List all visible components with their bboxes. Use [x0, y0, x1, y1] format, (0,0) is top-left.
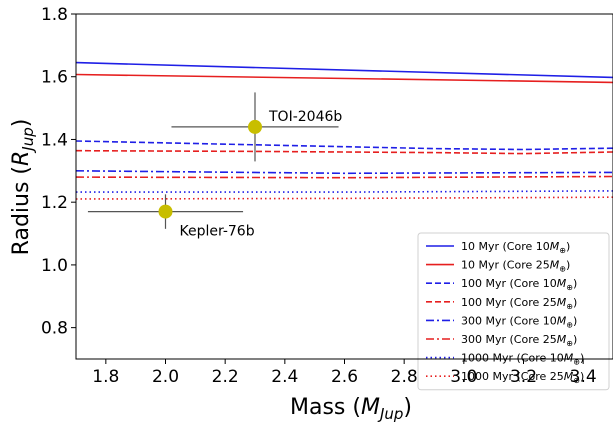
- legend-label: 100 Myr (Core 10M⊕): [461, 277, 577, 292]
- point-label: TOI-2046b: [268, 109, 342, 125]
- y-tick-label: 1.4: [41, 130, 68, 150]
- point-marker: [248, 119, 262, 134]
- legend-entry-6: 300 Myr (Core 25M⊕): [426, 333, 577, 348]
- legend-label: 10 Myr (Core 25M⊕): [461, 259, 570, 274]
- data-points: TOI-2046b Kepler-76b: [87, 92, 342, 240]
- point-label: Kepler-76b: [180, 224, 255, 240]
- x-axis-ticks: 1.8 2.0 2.2 2.4 2.6 2.8 3.0 3.2 3.4: [92, 359, 597, 387]
- y-tick-label: 1.2: [41, 193, 68, 213]
- x-tick-label: 3.4: [570, 367, 597, 387]
- y-axis-title: Radius (RJup): [9, 119, 37, 256]
- data-point-2: Kepler-76b: [87, 194, 255, 240]
- y-tick-label: 1.8: [41, 5, 68, 25]
- y-tick-label: 1.6: [41, 68, 68, 88]
- series-line-8: [75, 196, 613, 200]
- series-line-1: [75, 61, 613, 79]
- series-line-4: [75, 149, 613, 155]
- point-marker: [158, 204, 173, 219]
- legend-label: 100 Myr (Core 25M⊕): [461, 296, 577, 311]
- legend-box: [417, 232, 610, 391]
- series-line-3: [75, 140, 613, 151]
- x-tick-label: 2.8: [391, 367, 418, 387]
- legend-entry-3: 100 Myr (Core 10M⊕): [426, 277, 577, 292]
- legend-label: 300 Myr (Core 25M⊕): [461, 333, 577, 348]
- x-tick-label: 2.6: [331, 367, 358, 387]
- x-tick-label: 1.8: [92, 367, 119, 387]
- y-tick-label: 0.8: [41, 319, 68, 339]
- legend: 10 Myr (Core 10M⊕) 10 Myr (Core 25M⊕) 100 …: [417, 232, 610, 391]
- x-tick-label: 2.2: [212, 367, 239, 387]
- series-line-2: [75, 73, 613, 84]
- legend-entry-5: 300 Myr (Core 10M⊕): [426, 314, 577, 329]
- x-tick-label: 3.0: [450, 367, 477, 387]
- legend-entry-1: 10 Myr (Core 10M⊕): [426, 240, 570, 255]
- legend-label: 1000 Myr (Core 25M⊕): [461, 370, 584, 385]
- series-line-5: [75, 170, 613, 175]
- x-tick-label: 3.2: [510, 367, 537, 387]
- legend-label: 300 Myr (Core 10M⊕): [461, 314, 577, 329]
- legend-entry-4: 100 Myr (Core 25M⊕): [426, 296, 577, 311]
- y-tick-label: 1.0: [41, 256, 68, 276]
- x-tick-label: 2.0: [152, 367, 179, 387]
- x-axis-title: Mass (MJup): [290, 395, 412, 422]
- series-line-6: [75, 175, 613, 179]
- legend-entry-2: 10 Myr (Core 25M⊕): [426, 259, 570, 274]
- x-tick-label: 2.4: [271, 367, 298, 387]
- legend-label: 1000 Myr (Core 10M⊕): [461, 352, 584, 367]
- legend-label: 10 Myr (Core 10M⊕): [461, 240, 570, 255]
- series-line-7: [76, 190, 613, 193]
- data-point-1: TOI-2046b: [171, 92, 342, 162]
- y-axis-ticks: 0.8 1.0 1.2 1.4 1.6 1.8: [41, 5, 76, 339]
- legend-entry-8: 1000 Myr (Core 25M⊕): [426, 370, 584, 385]
- series-lines: [75, 61, 613, 200]
- legend-entry-7: 1000 Myr (Core 10M⊕): [426, 352, 584, 367]
